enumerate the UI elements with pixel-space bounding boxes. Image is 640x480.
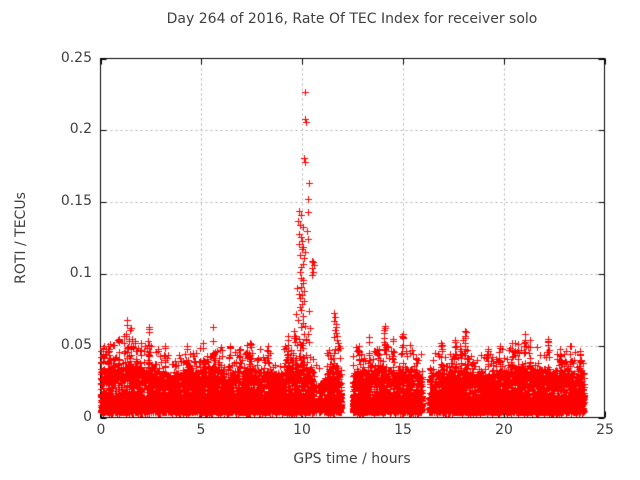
x-tick-label: 25 [596, 422, 614, 438]
x-tick-label: 0 [96, 422, 106, 438]
chart-title: Day 264 of 2016, Rate Of TEC Index for r… [166, 11, 538, 27]
y-tick-label: 0 [83, 409, 92, 425]
x-tick-label: 10 [293, 422, 311, 438]
x-tick-label: 5 [196, 422, 206, 438]
y-tick-label: 0.15 [60, 193, 92, 209]
y-tick-label: 0.25 [60, 50, 92, 66]
y-tick-label: 0.1 [69, 265, 92, 281]
y-tick-label: 0.05 [60, 337, 92, 353]
x-axis-label: GPS time / hours [293, 451, 411, 467]
x-tick-label: 20 [495, 422, 513, 438]
y-tick-label: 0.2 [69, 121, 92, 137]
x-tick-label: 15 [394, 422, 412, 438]
y-axis-label: ROTI / TECUs [13, 192, 29, 284]
